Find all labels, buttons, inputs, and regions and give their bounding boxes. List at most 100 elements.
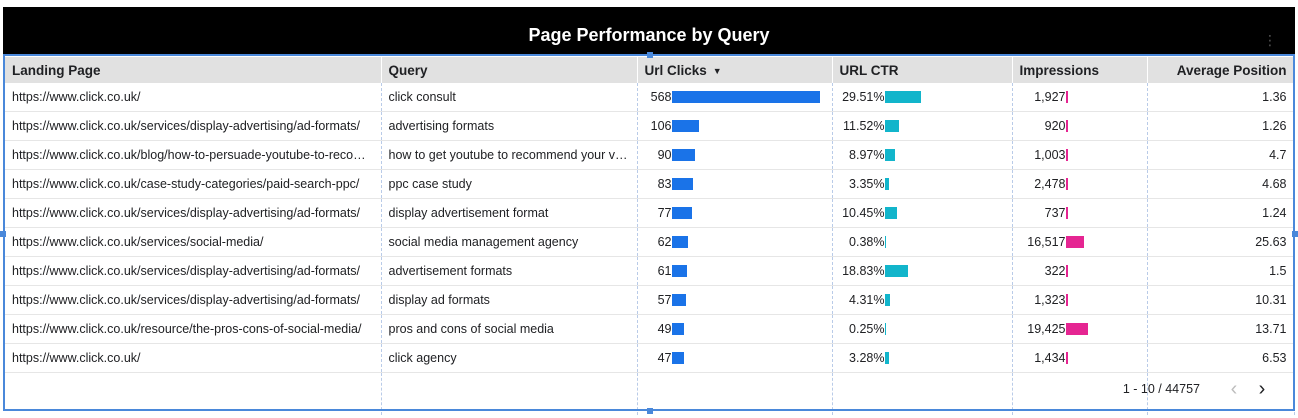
cell-url-ctr[interactable]: 0.38%: [832, 227, 1013, 257]
ctr-bar: [884, 149, 896, 161]
cell-impressions[interactable]: 1,323: [1012, 285, 1148, 315]
cell-landing-page[interactable]: https://www.click.co.uk/resource/the-pro…: [5, 314, 382, 344]
cell-url-clicks[interactable]: 47: [637, 343, 833, 373]
cell-url-ctr-value: 3.35%: [849, 177, 885, 191]
cell-query[interactable]: ppc case study: [381, 169, 638, 199]
ctr-bar: [884, 265, 908, 277]
cell-impressions[interactable]: 1,927: [1012, 83, 1148, 112]
resize-handle-right[interactable]: [1292, 231, 1298, 237]
cell-url-clicks[interactable]: 62: [637, 227, 833, 257]
cell-url-clicks[interactable]: 90: [637, 140, 833, 170]
cell-landing-page[interactable]: https://www.click.co.uk/blog/how-to-pers…: [5, 140, 382, 170]
cell-impressions[interactable]: 1,003: [1012, 140, 1148, 170]
table-row[interactable]: https://www.click.co.uk/services/display…: [5, 198, 1295, 228]
impressions-bar: [1065, 149, 1068, 161]
cell-average-position[interactable]: 13.71: [1147, 314, 1295, 344]
table-row[interactable]: https://www.click.co.uk/services/display…: [5, 111, 1295, 141]
cell-url-clicks-value: 49: [657, 322, 672, 336]
cell-query[interactable]: pros and cons of social media: [381, 314, 638, 344]
resize-handle-bottom[interactable]: [647, 408, 653, 414]
cell-url-clicks-value: 90: [657, 148, 672, 162]
cell-query[interactable]: click consult: [381, 83, 638, 112]
cell-url-clicks[interactable]: 61: [637, 256, 833, 286]
impressions-bar: [1065, 236, 1085, 248]
table-header-row: Landing Page Query Url Clicks ▼ URL CTR I…: [5, 57, 1295, 83]
column-header-average-position[interactable]: Average Position: [1147, 57, 1295, 83]
cell-query[interactable]: display advertisement format: [381, 198, 638, 228]
cell-url-ctr[interactable]: 10.45%: [832, 198, 1013, 228]
more-vert-icon[interactable]: ⋮: [1263, 32, 1277, 48]
cell-average-position[interactable]: 6.53: [1147, 343, 1295, 373]
cell-url-clicks[interactable]: 83: [637, 169, 833, 199]
cell-average-position[interactable]: 25.63: [1147, 227, 1295, 257]
column-header-landing-page[interactable]: Landing Page: [5, 57, 382, 83]
ctr-bar: [884, 120, 899, 132]
cell-url-clicks-content: 62: [645, 235, 825, 249]
column-header-url-clicks[interactable]: Url Clicks ▼: [637, 57, 833, 83]
cell-url-ctr[interactable]: 3.28%: [832, 343, 1013, 373]
table-row[interactable]: https://www.click.co.uk/services/social-…: [5, 227, 1295, 257]
cell-query[interactable]: social media management agency: [381, 227, 638, 257]
table-row[interactable]: https://www.click.co.uk/blog/how-to-pers…: [5, 140, 1295, 170]
cell-landing-page[interactable]: https://www.click.co.uk/services/display…: [5, 198, 382, 228]
table-row[interactable]: https://www.click.co.uk/resource/the-pro…: [5, 314, 1295, 344]
cell-landing-page[interactable]: https://www.click.co.uk/services/social-…: [5, 227, 382, 257]
column-header-query[interactable]: Query: [381, 57, 638, 83]
cell-landing-page[interactable]: https://www.click.co.uk/services/display…: [5, 111, 382, 141]
cell-url-ctr[interactable]: 8.97%: [832, 140, 1013, 170]
table-row[interactable]: https://www.click.co.uk/click agency 47 3.…: [5, 343, 1295, 373]
cell-average-position[interactable]: 4.68: [1147, 169, 1295, 199]
cell-average-position[interactable]: 1.36: [1147, 83, 1295, 112]
cell-average-position[interactable]: 1.26: [1147, 111, 1295, 141]
cell-query[interactable]: advertisement formats: [381, 256, 638, 286]
cell-landing-page[interactable]: https://www.click.co.uk/services/display…: [5, 285, 382, 315]
cell-query[interactable]: display ad formats: [381, 285, 638, 315]
cell-url-ctr[interactable]: 4.31%: [832, 285, 1013, 315]
cell-query[interactable]: how to get youtube to recommend your vid…: [381, 140, 638, 170]
cell-impressions[interactable]: 322: [1012, 256, 1148, 286]
cell-url-ctr[interactable]: 3.35%: [832, 169, 1013, 199]
table-row[interactable]: https://www.click.co.uk/case-study-categ…: [5, 169, 1295, 199]
table-row[interactable]: https://www.click.co.uk/services/display…: [5, 285, 1295, 315]
cell-impressions[interactable]: 2,478: [1012, 169, 1148, 199]
cell-query[interactable]: click agency: [381, 343, 638, 373]
cell-impressions-content: 16,517: [1020, 235, 1140, 249]
cell-url-ctr[interactable]: 0.25%: [832, 314, 1013, 344]
column-header-impressions[interactable]: Impressions: [1012, 57, 1148, 83]
cell-average-position[interactable]: 1.24: [1147, 198, 1295, 228]
cell-average-position[interactable]: 1.5: [1147, 256, 1295, 286]
filler-cell: [1147, 372, 1295, 415]
clicks-bar: [671, 207, 692, 219]
cell-average-position[interactable]: 4.7: [1147, 140, 1295, 170]
cell-url-clicks[interactable]: 57: [637, 285, 833, 315]
cell-impressions[interactable]: 1,434: [1012, 343, 1148, 373]
column-header-url-ctr[interactable]: URL CTR: [832, 57, 1013, 83]
cell-impressions[interactable]: 737: [1012, 198, 1148, 228]
cell-impressions[interactable]: 16,517: [1012, 227, 1148, 257]
cell-url-clicks-value: 62: [657, 235, 672, 249]
cell-landing-page[interactable]: https://www.click.co.uk/services/display…: [5, 256, 382, 286]
cell-url-ctr[interactable]: 11.52%: [832, 111, 1013, 141]
resize-handle-top[interactable]: [647, 52, 653, 58]
chevron-left-icon[interactable]: ‹: [1230, 378, 1238, 400]
cell-url-clicks[interactable]: 77: [637, 198, 833, 228]
cell-landing-page[interactable]: https://www.click.co.uk/case-study-categ…: [5, 169, 382, 199]
table-row[interactable]: https://www.click.co.uk/services/display…: [5, 256, 1295, 286]
cell-url-ctr[interactable]: 18.83%: [832, 256, 1013, 286]
chevron-right-icon[interactable]: ›: [1258, 378, 1266, 400]
cell-landing-page[interactable]: https://www.click.co.uk/: [5, 343, 382, 373]
cell-query[interactable]: advertising formats: [381, 111, 638, 141]
clicks-bar: [671, 236, 688, 248]
table-row[interactable]: https://www.click.co.uk/click consult 568…: [5, 83, 1295, 112]
cell-impressions[interactable]: 920: [1012, 111, 1148, 141]
ctr-bar: [884, 236, 885, 248]
cell-average-position[interactable]: 10.31: [1147, 285, 1295, 315]
cell-url-clicks[interactable]: 106: [637, 111, 833, 141]
resize-handle-left[interactable]: [0, 231, 6, 237]
cell-url-clicks[interactable]: 49: [637, 314, 833, 344]
cell-url-clicks[interactable]: 568: [637, 83, 833, 112]
cell-url-ctr[interactable]: 29.51%: [832, 83, 1013, 112]
cell-landing-page[interactable]: https://www.click.co.uk/: [5, 83, 382, 112]
cell-impressions[interactable]: 19,425: [1012, 314, 1148, 344]
cell-url-ctr-content: 18.83%: [840, 264, 1005, 278]
